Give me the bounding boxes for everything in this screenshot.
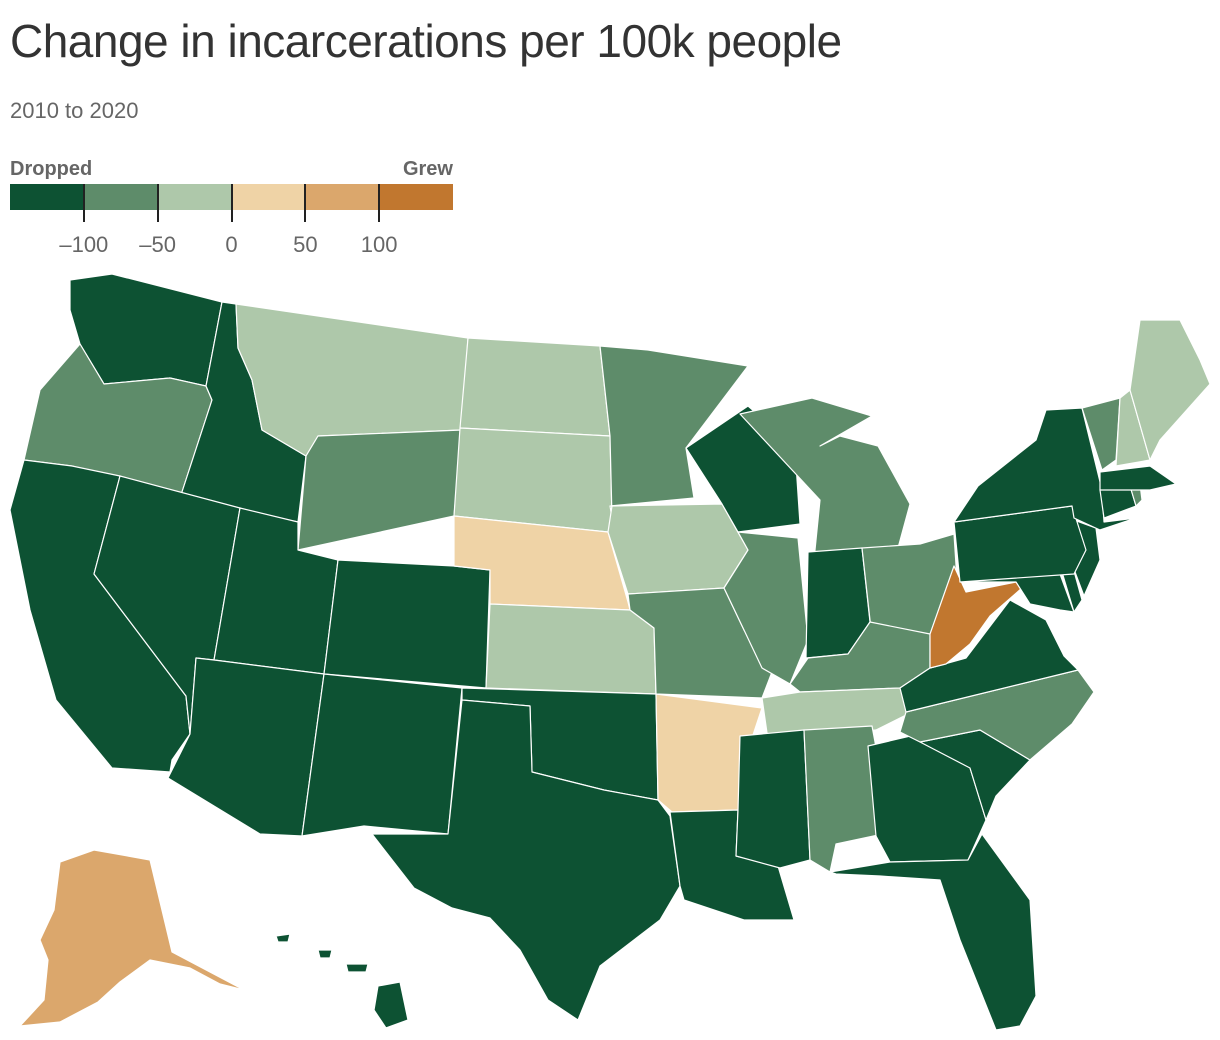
color-legend: Dropped Grew –100 –50 0 50 100 — [10, 158, 453, 268]
us-choropleth-map — [9, 273, 1211, 1031]
legend-tick — [82, 184, 85, 222]
state-mi — [739, 397, 911, 561]
state-tx — [371, 699, 681, 1021]
legend-high-label: Grew — [402, 158, 453, 180]
legend-tick — [156, 184, 159, 222]
map-title: Change in incarcerations per 100k people — [10, 15, 842, 67]
state-ny — [953, 407, 1137, 531]
state-nc — [899, 669, 1095, 761]
legend-color-bar — [10, 184, 453, 210]
state-ms — [735, 729, 811, 869]
legend-tick — [378, 184, 381, 222]
state-sd — [453, 427, 613, 533]
map-subtitle: 2010 to 2020 — [10, 98, 139, 123]
legend-swatch-5 — [379, 184, 453, 210]
legend-tick — [230, 184, 233, 222]
state-nm — [301, 673, 463, 837]
state-me — [1129, 319, 1211, 461]
legend-tick — [304, 184, 307, 222]
legend-swatch-0 — [10, 184, 84, 210]
state-co — [323, 559, 491, 689]
state-fl — [829, 833, 1037, 1031]
legend-tick-label: 100 — [360, 232, 398, 257]
state-mn — [599, 345, 749, 519]
legend-swatch-1 — [83, 184, 158, 210]
state-ia — [607, 503, 749, 595]
legend-tick-label: –100 — [59, 232, 109, 257]
state-nd — [459, 337, 611, 437]
state-ks — [485, 603, 657, 695]
state-il — [723, 531, 809, 685]
legend-swatch-4 — [305, 184, 380, 210]
legend-tick-label: 50 — [293, 232, 318, 257]
legend-swatch-3 — [231, 184, 306, 210]
state-wy — [297, 429, 463, 551]
legend-tick-label: –50 — [139, 232, 177, 257]
state-ak — [19, 849, 245, 1027]
state-ma — [1099, 465, 1177, 491]
state-hi — [275, 933, 409, 1029]
state-va — [899, 599, 1079, 713]
legend-low-label: Dropped — [10, 158, 93, 180]
state-ct — [1099, 485, 1137, 519]
legend-swatch-2 — [157, 184, 232, 210]
legend-tick-label: 0 — [225, 232, 238, 257]
